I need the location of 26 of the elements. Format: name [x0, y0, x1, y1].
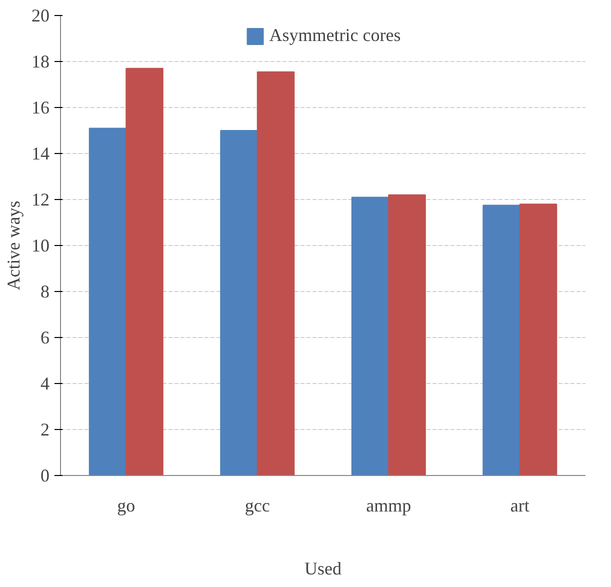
- x-tick-label: go: [117, 496, 136, 516]
- bar: [256, 71, 295, 476]
- bar: [88, 128, 127, 476]
- y-tick-label: 8: [40, 282, 50, 302]
- x-tick-label: ammp: [366, 496, 412, 516]
- bar: [351, 196, 390, 476]
- x-tick-label: art: [510, 496, 530, 516]
- y-tick-label: 18: [32, 52, 50, 72]
- bar: [482, 204, 520, 476]
- bar: [126, 68, 164, 476]
- y-tick-label: 6: [40, 328, 50, 348]
- bar: [388, 194, 426, 476]
- y-axis-title: Active ways: [4, 200, 24, 290]
- bar: [220, 130, 258, 476]
- y-tick-label: 14: [32, 144, 50, 164]
- y-tick-label: 0: [40, 466, 50, 486]
- y-tick-label: 16: [32, 98, 50, 118]
- legend-label: Asymmetric cores: [269, 25, 401, 46]
- y-tick-label: 20: [32, 6, 50, 26]
- x-axis-title: Used: [304, 558, 342, 578]
- bar: [519, 204, 558, 476]
- y-tick-label: 2: [40, 420, 50, 440]
- y-tick-label: 4: [40, 374, 50, 394]
- x-tick-label: gcc: [244, 496, 270, 516]
- y-tick-label: 10: [32, 236, 50, 256]
- y-tick-label: 12: [32, 190, 50, 210]
